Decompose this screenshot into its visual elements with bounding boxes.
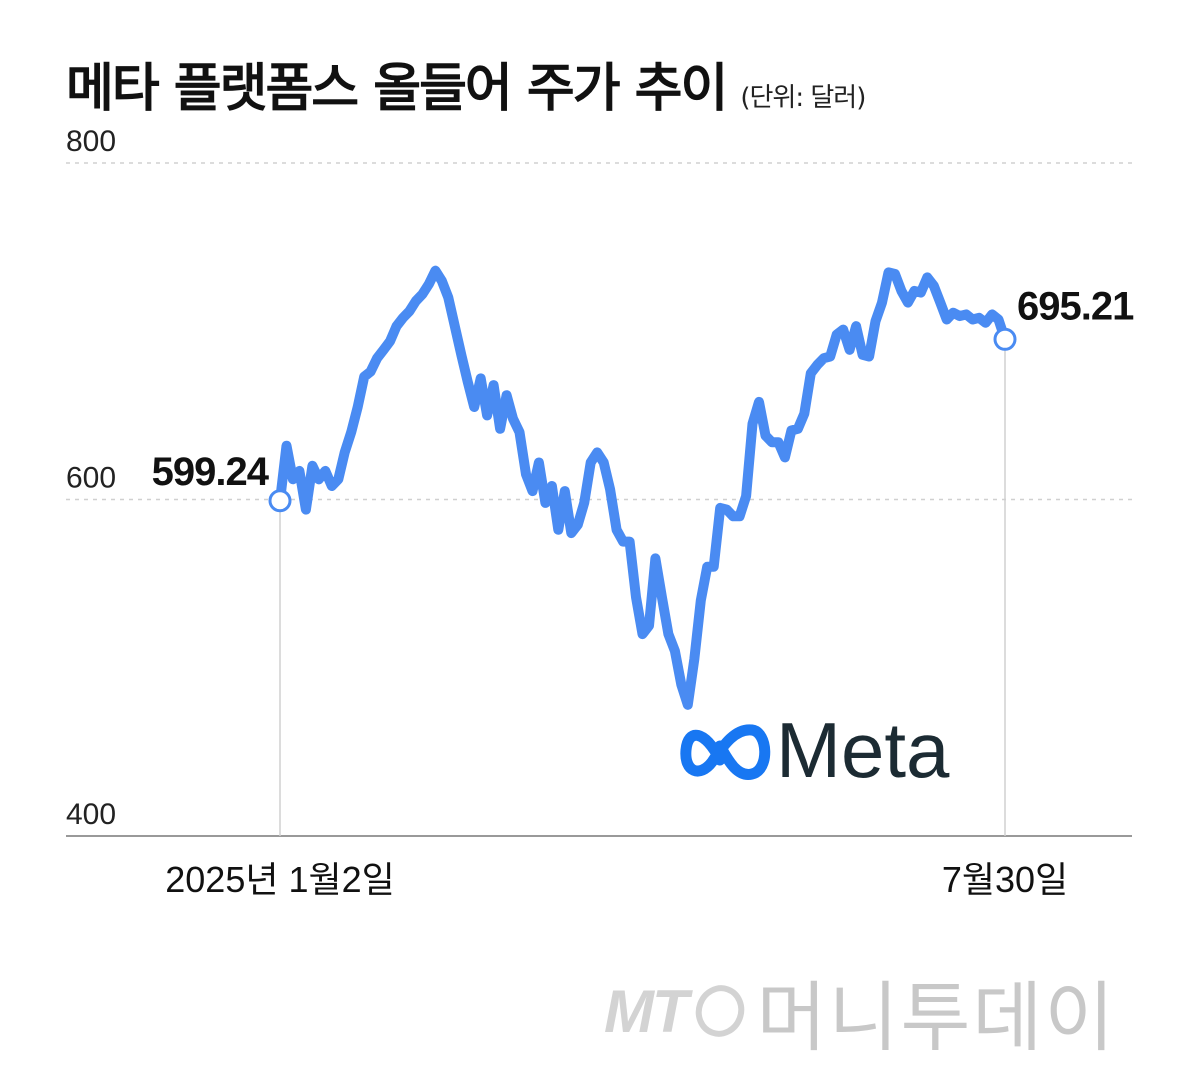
moneytoday-o-icon: [695, 985, 744, 1037]
end-value-label: 695.21: [1017, 284, 1134, 328]
price-line: [275, 265, 1010, 710]
y-axis-ticks: 800 600 400: [66, 125, 116, 831]
start-point-marker: [268, 489, 292, 513]
y-tick-label: 800: [66, 125, 116, 158]
x-label-start: 2025년 1월2일: [165, 859, 395, 900]
meta-logo: Meta: [680, 706, 950, 794]
watermark-mt: MT: [604, 977, 689, 1045]
moneytoday-watermark: MT 머니투데이: [604, 956, 1116, 1066]
meta-infinity-icon: [680, 724, 771, 780]
meta-logo-text: Meta: [776, 706, 950, 794]
chart-title: 메타 플랫폼스 올들어 주가 추이: [66, 59, 728, 119]
unit-label: (단위: 달러): [740, 83, 866, 113]
watermark-name: 머니투데이: [756, 973, 1117, 1062]
end-point-marker: [993, 327, 1017, 351]
grid-lines: [66, 162, 1132, 501]
start-value-label: 599.24: [152, 450, 270, 494]
y-tick-label: 600: [66, 462, 116, 495]
y-tick-label: 400: [66, 798, 116, 831]
chart-header: 메타 플랫폼스 올들어 주가 추이 (단위: 달러): [66, 46, 866, 121]
x-label-end: 7월30일: [942, 859, 1068, 900]
